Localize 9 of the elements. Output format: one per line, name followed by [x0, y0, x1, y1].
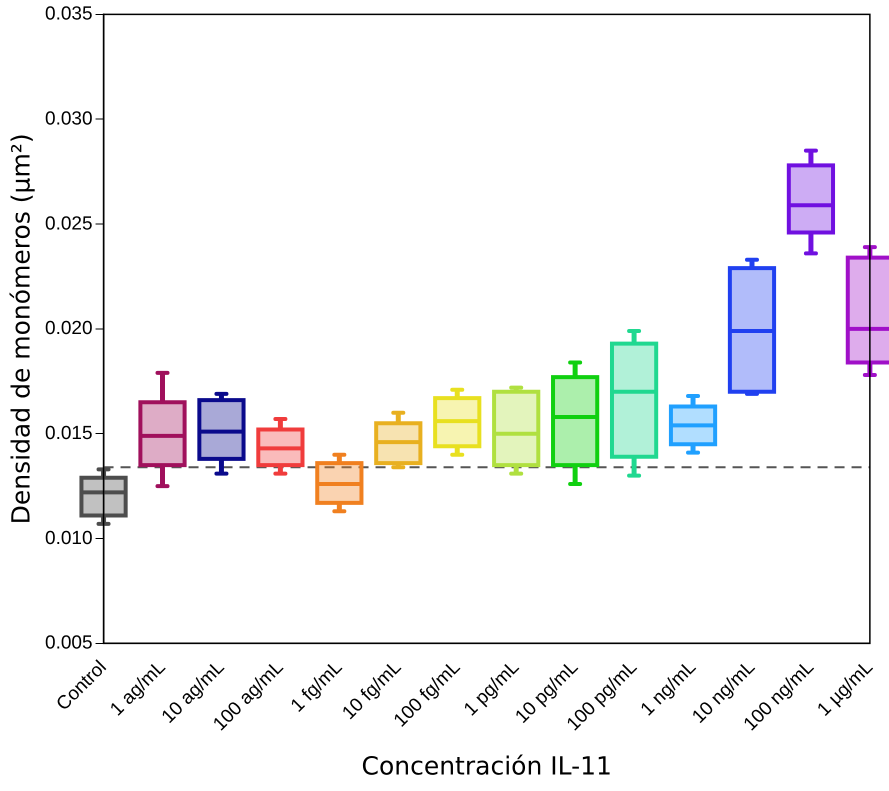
y-tick-label: 0.020: [45, 318, 93, 340]
y-tick-label: 0.035: [45, 4, 93, 25]
y-tick-label: 0.025: [45, 213, 93, 234]
y-axis-title: Densidad de monómeros (µm²): [6, 133, 36, 524]
y-tick-label: 0.030: [45, 108, 93, 130]
y-tick-label: 0.010: [45, 528, 93, 549]
y-tick-label: 0.015: [45, 422, 93, 444]
y-tick-label: 0.005: [45, 632, 93, 654]
x-axis-title: Concentración IL-11: [361, 752, 612, 780]
